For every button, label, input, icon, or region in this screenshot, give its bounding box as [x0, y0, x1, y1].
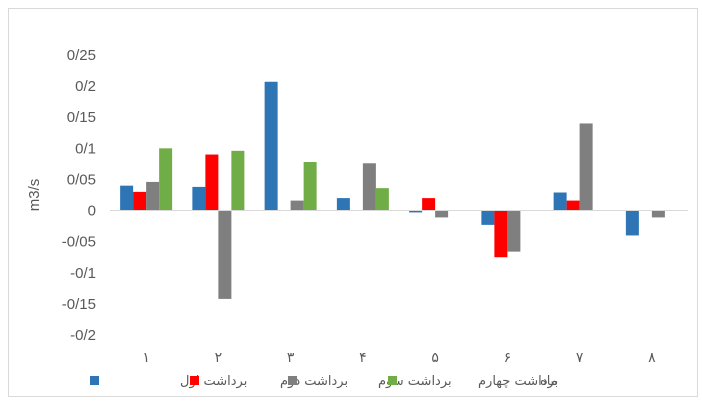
bar	[422, 198, 436, 211]
bar	[435, 210, 449, 218]
bar	[579, 123, 593, 211]
y-tick-label: -0/2	[70, 327, 96, 344]
x-axis-ticks: ۱ ۲ ۳ ۴ ۵ ۶ ۷ ۸	[142, 350, 656, 366]
x-tick-label: ۲	[215, 350, 223, 366]
bar	[362, 163, 376, 211]
bar	[494, 210, 508, 258]
y-axis-ticks: -0/2 -0/15 -0/1 -0/05 0 0/05 0/1 0/15 0/2 0/25	[62, 47, 96, 344]
bar	[218, 210, 232, 299]
y-tick-label: 0/15	[67, 109, 96, 126]
bar	[625, 210, 639, 236]
x-tick-label: ۵	[431, 350, 439, 366]
bars	[120, 81, 665, 299]
bar	[146, 181, 160, 211]
y-tick-label: 0/1	[75, 140, 96, 157]
y-tick-label: 0/05	[67, 171, 96, 188]
x-tick-label: ۷	[576, 350, 584, 366]
y-axis-label: m3/s	[26, 179, 43, 212]
legend-label: برداشت چهارم	[478, 374, 558, 389]
bar	[303, 162, 317, 211]
y-tick-label: -0/1	[70, 265, 96, 282]
bar	[481, 210, 495, 225]
bar	[159, 148, 173, 211]
y-tick-label: 0/25	[67, 47, 96, 64]
bar	[566, 200, 580, 211]
x-axis-label: ماه	[540, 374, 558, 389]
y-tick-label: 0	[88, 203, 96, 220]
bar	[120, 185, 134, 211]
legend-label: برداشت دوم	[280, 374, 348, 389]
legend-swatch	[388, 376, 397, 385]
bar	[133, 191, 147, 211]
legend: برداشت اول برداشت دوم برداشت سوم برداشت چها…	[90, 374, 558, 389]
x-tick-label: ۶	[504, 350, 512, 366]
x-tick-label: ۳	[287, 350, 295, 366]
bar	[290, 200, 304, 211]
bar	[375, 188, 389, 211]
bar	[409, 210, 423, 213]
bar	[264, 81, 278, 211]
bar	[651, 210, 665, 218]
bar	[336, 198, 350, 211]
bar	[507, 210, 521, 252]
x-tick-label: ۴	[359, 350, 367, 366]
bar	[553, 192, 567, 211]
y-tick-label: -0/15	[62, 296, 96, 313]
bar	[192, 186, 206, 211]
x-tick-label: ۸	[648, 350, 656, 366]
x-tick-label: ۱	[142, 350, 150, 366]
legend-swatch	[90, 376, 99, 385]
bar	[205, 154, 219, 211]
legend-swatch	[190, 376, 199, 385]
bar	[231, 150, 245, 211]
y-tick-label: -0/05	[62, 234, 96, 251]
y-tick-label: 0/2	[75, 78, 96, 95]
legend-swatch	[288, 376, 297, 385]
